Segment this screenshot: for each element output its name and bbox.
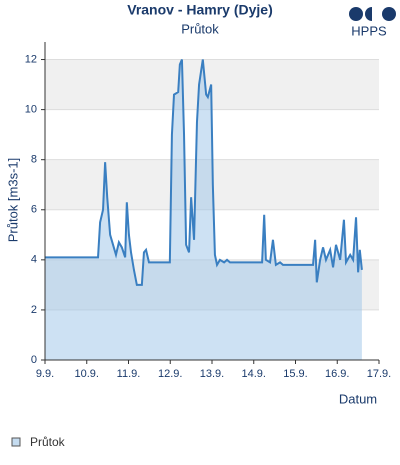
x-tick-label: 13.9. [200, 368, 224, 380]
y-tick-label: 10 [25, 104, 37, 116]
logo [349, 7, 396, 21]
area [45, 59, 362, 360]
x-tick-label: 14.9. [242, 368, 266, 380]
x-tick-label: 12.9. [158, 368, 182, 380]
y-tick-label: 8 [31, 154, 37, 166]
legend-label: Průtok [30, 435, 66, 449]
x-tick-label: 16.9. [325, 368, 349, 380]
x-tick-label: 11.9. [117, 368, 141, 380]
x-tick-label: 17.9. [367, 368, 391, 380]
chart-title: Vranov - Hamry (Dyje) [127, 2, 273, 18]
chart-subtitle: Průtok [181, 21, 219, 36]
y-tick-label: 12 [25, 53, 37, 65]
x-axis-label: Datum [339, 391, 377, 406]
x-tick-label: 9.9. [36, 368, 54, 380]
y-axis-label: Průtok [m3s-1] [5, 158, 20, 243]
line [45, 59, 363, 286]
y-tick-label: 0 [31, 354, 37, 366]
y-tick-label: 2 [31, 304, 37, 316]
x-tick-label: 10.9. [75, 368, 99, 380]
brand: HPPS [351, 23, 387, 38]
y-tick-label: 4 [31, 254, 37, 266]
x-tick-label: 15.9. [283, 368, 307, 380]
y-tick-label: 6 [31, 204, 37, 216]
legend-swatch [11, 437, 21, 447]
